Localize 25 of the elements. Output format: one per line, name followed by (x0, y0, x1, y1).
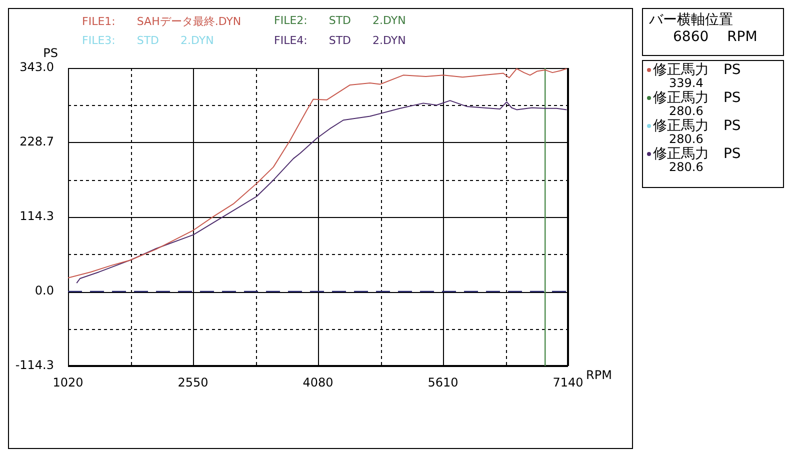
x-axis-title: RPM (586, 368, 612, 382)
y-tick-label: 228.7 (20, 134, 54, 149)
y-tick-label: 343.0 (20, 60, 54, 74)
text: 339.4 (669, 76, 704, 90)
text: 280.6 (669, 104, 704, 118)
legend-label: 修正馬力 PS (653, 90, 741, 106)
text: FILE1: SAHデータ最終.DYN (82, 14, 242, 29)
x-tick-label: 1020 (52, 375, 84, 390)
text: 280.6 (669, 160, 704, 174)
x-tick-label: 7140 (552, 375, 584, 390)
text: 280.6 (669, 132, 704, 146)
y-tick-label: -114.3 (15, 358, 54, 372)
x-tick-label: 2550 (178, 375, 208, 390)
y-tick-label: 0.0 (34, 284, 54, 298)
x-tick-label: 5610 (428, 375, 458, 390)
text: FILE4: STD 2.DYN (274, 34, 406, 47)
text: FILE3: STD 2.DYN (82, 34, 214, 47)
text: FILE2: STD 2.DYN (274, 14, 406, 27)
legend-label: 修正馬力 PS (653, 62, 741, 78)
x-tick-label: 4080 (302, 375, 334, 390)
legend-label: 修正馬力 PS (653, 118, 741, 134)
legend-label: 修正馬力 PS (653, 146, 741, 162)
cursor-panel: バー横軸位置 6860 RPM (642, 8, 784, 56)
y-tick-label: 114.3 (20, 209, 54, 224)
y-axis-title: PS (43, 46, 58, 60)
